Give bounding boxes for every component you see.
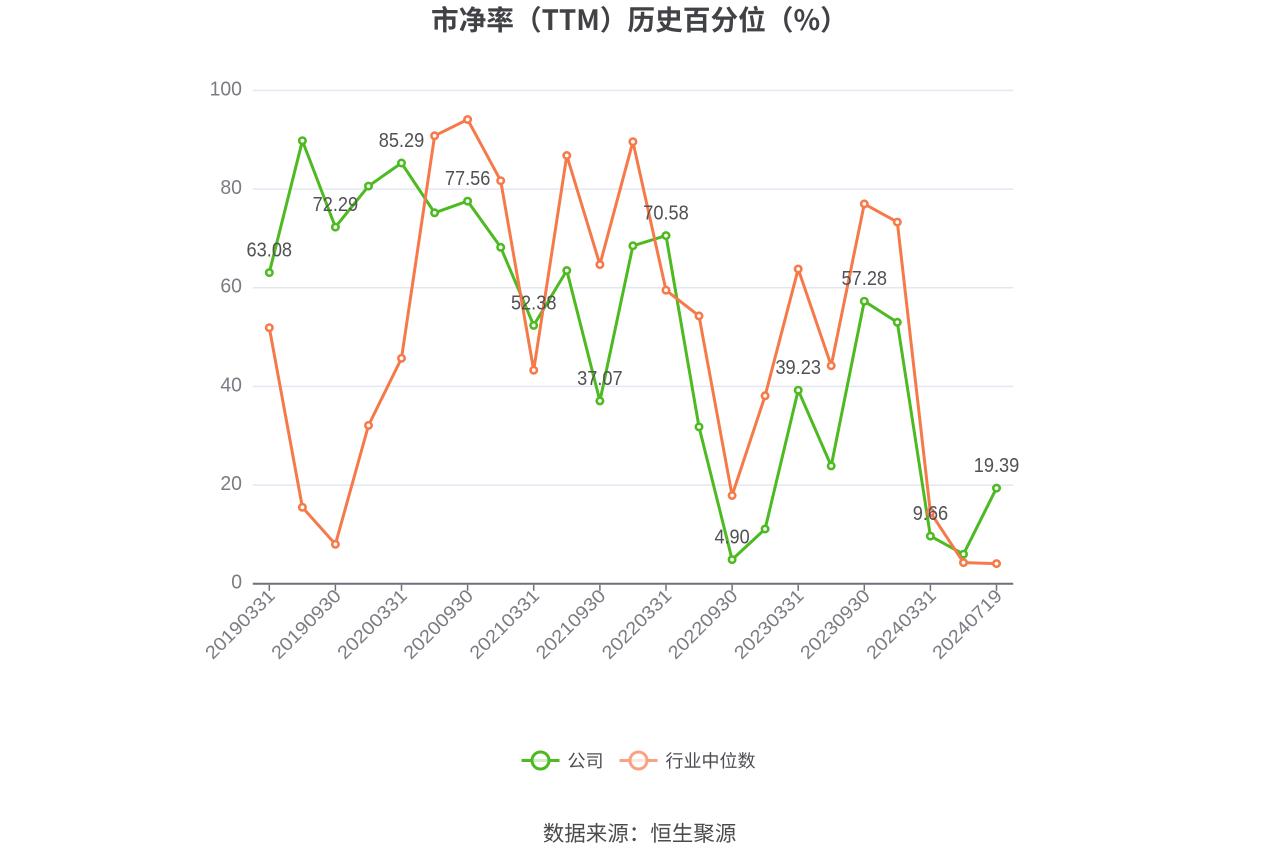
svg-text:9.66: 9.66: [913, 502, 948, 525]
svg-text:70.58: 70.58: [643, 202, 689, 225]
svg-text:57.28: 57.28: [842, 267, 888, 290]
svg-text:39.23: 39.23: [775, 356, 821, 379]
svg-text:100: 100: [210, 77, 242, 100]
svg-text:60: 60: [220, 275, 242, 298]
svg-text:20: 20: [220, 472, 242, 495]
svg-text:63.08: 63.08: [247, 239, 293, 262]
svg-text:77.56: 77.56: [445, 167, 491, 190]
svg-text:85.29: 85.29: [379, 129, 425, 152]
svg-text:19.39: 19.39: [974, 454, 1020, 477]
svg-text:37.07: 37.07: [577, 367, 623, 390]
svg-text:0: 0: [231, 571, 242, 594]
svg-text:80: 80: [220, 176, 242, 199]
svg-text:72.29: 72.29: [313, 193, 359, 216]
svg-text:4.90: 4.90: [714, 526, 749, 549]
svg-text:40: 40: [220, 373, 242, 396]
svg-text:52.38: 52.38: [511, 291, 557, 314]
